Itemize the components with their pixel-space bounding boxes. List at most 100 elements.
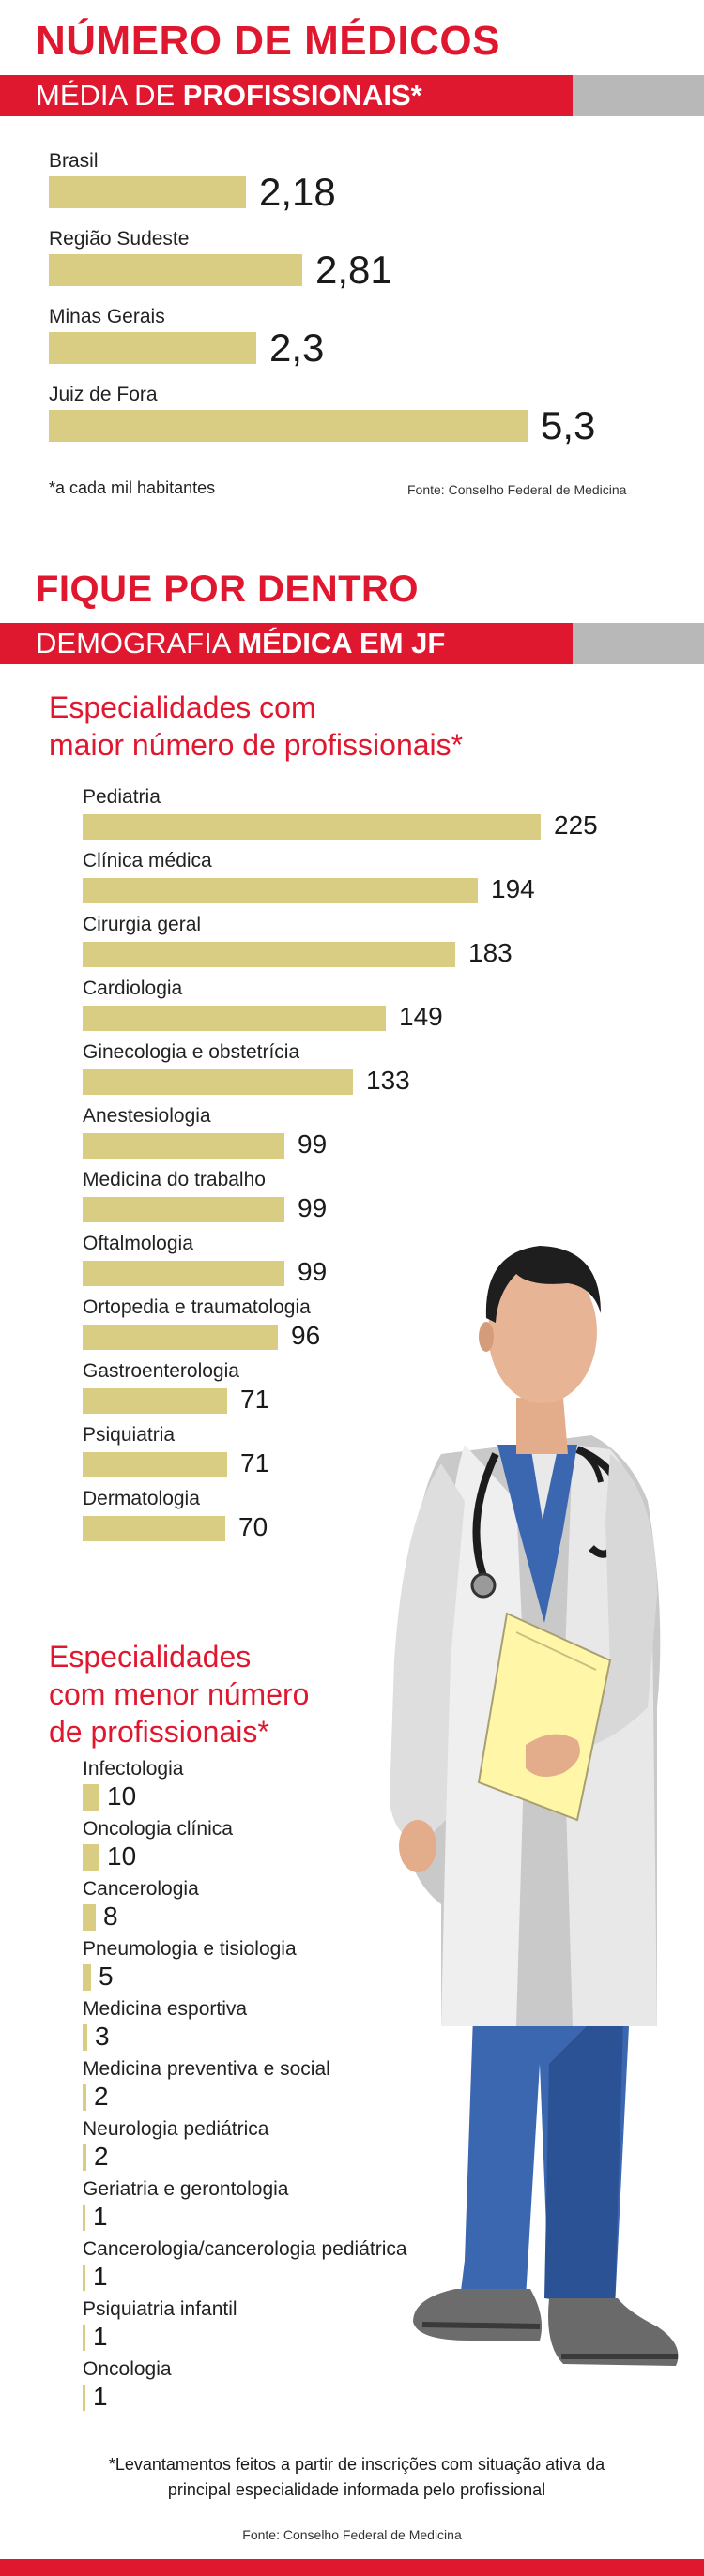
bar-value: 71 (240, 1385, 270, 1414)
bar (83, 2205, 85, 2231)
chart2-heading-line2: maior número de profissionais* (49, 728, 464, 762)
bar (83, 2084, 86, 2111)
bar-value: 1 (93, 2202, 108, 2231)
chart3-heading-line1: Especialidades (49, 1640, 252, 1674)
bar (83, 1069, 353, 1095)
bar (83, 1325, 278, 1350)
bar-value: 2,3 (269, 326, 325, 370)
chart-note: *a cada mil habitantes (49, 478, 216, 497)
bar-value: 2 (94, 2142, 109, 2171)
bar-value: 70 (238, 1512, 268, 1541)
footnote-line2: principal especialidade informada pelo p… (167, 2480, 546, 2499)
bar-value: 10 (107, 1781, 137, 1811)
bar (49, 254, 302, 286)
bar-value: 194 (491, 874, 535, 903)
footer-source: Fonte: Conselho Federal de Medicina (242, 2527, 462, 2542)
subtitle-text: MÉDIA DE PROFISSIONAIS* (36, 79, 422, 112)
chart3-heading-line2: com menor número (49, 1677, 310, 1711)
bar (83, 1197, 284, 1222)
bar (83, 1452, 227, 1477)
bar-label: Pediatria (83, 786, 161, 808)
bar-label: Cirurgia geral (83, 914, 202, 935)
bar-label: Oftalmologia (83, 1233, 193, 1254)
bar-value: 133 (366, 1066, 410, 1095)
bar-value: 1 (93, 2382, 108, 2411)
bar-value: 1 (93, 2262, 108, 2291)
bar (83, 814, 541, 840)
bar (83, 2385, 85, 2411)
bar-value: 99 (298, 1129, 328, 1159)
bar (83, 2024, 87, 2051)
bar (83, 942, 455, 967)
chart2-heading-line1: Especialidades com (49, 690, 316, 724)
subtitle-banner: MÉDIA DE PROFISSIONAIS* (0, 75, 704, 116)
bar-value: 225 (554, 811, 598, 840)
bar-label: Psiquiatria infantil (83, 2298, 237, 2320)
bar-value: 1 (93, 2322, 108, 2351)
bar-value: 2,18 (259, 170, 336, 214)
bar-value: 71 (240, 1448, 270, 1477)
footnote-line1: *Levantamentos feitos a partir de inscri… (108, 2455, 605, 2474)
footnote: *Levantamentos feitos a partir de inscri… (56, 2452, 657, 2503)
bar-label: Oncologia clínica (83, 1818, 233, 1840)
bar (83, 2144, 86, 2171)
bar (83, 1964, 91, 1991)
bar-label: Pneumologia e tisiologia (83, 1938, 297, 1960)
bar-value: 10 (107, 1841, 137, 1871)
chart-source: Fonte: Conselho Federal de Medicina (407, 482, 627, 497)
bar (83, 2325, 85, 2351)
bar (83, 1388, 227, 1414)
bar (83, 1784, 99, 1811)
bar (83, 1844, 99, 1871)
bar-value: 2,81 (315, 248, 392, 292)
bar (83, 1261, 284, 1286)
doctor-illustration (390, 1246, 679, 2366)
bar-value: 99 (298, 1193, 328, 1222)
bar-value: 5 (99, 1962, 114, 1991)
bar-value: 3 (95, 2022, 110, 2051)
bar-label: Ortopedia e traumatologia (83, 1296, 311, 1318)
section-title: FIQUE POR DENTRO (36, 568, 420, 610)
bar-label: Juiz de Fora (49, 384, 158, 405)
bar-label: Gastroenterologia (83, 1360, 239, 1382)
bar-label: Dermatologia (83, 1488, 200, 1509)
bar-value: 2 (94, 2082, 109, 2111)
bar (83, 1133, 284, 1159)
bar-label: Clínica médica (83, 850, 212, 871)
bar (83, 2265, 85, 2291)
bar (49, 176, 246, 208)
bar-label: Medicina do trabalho (83, 1169, 266, 1190)
bar-label: Infectologia (83, 1758, 184, 1780)
bar-label: Psiquiatria (83, 1424, 176, 1446)
bar-value: 8 (103, 1902, 118, 1931)
bar (49, 332, 256, 364)
bar-value: 183 (468, 938, 513, 967)
bar-label: Cancerologia (83, 1878, 199, 1900)
bar-value: 96 (291, 1321, 321, 1350)
bar-label: Minas Gerais (49, 306, 165, 327)
section-banner-text: DEMOGRAFIA MÉDICA EM JF (36, 627, 446, 659)
bar (83, 1904, 96, 1931)
bar-value: 5,3 (541, 403, 596, 447)
page-title: NÚMERO DE MÉDICOS (36, 18, 500, 64)
bar-label: Ginecologia e obstetrícia (83, 1041, 300, 1063)
bar-label: Medicina preventiva e social (83, 2058, 330, 2080)
bar (83, 878, 478, 903)
bar (83, 1516, 225, 1541)
section-banner: DEMOGRAFIA MÉDICA EM JF (0, 623, 704, 664)
bar-label: Cancerologia/cancerologia pediátrica (83, 2238, 407, 2260)
chart2-heading: Especialidades com maior número de profi… (49, 689, 463, 764)
chart3-heading: Especialidades com menor número de profi… (49, 1638, 309, 1750)
bar-value: 99 (298, 1257, 328, 1286)
chart3-heading-line3: de profissionais* (49, 1715, 269, 1749)
bar-label: Geriatria e gerontologia (83, 2178, 289, 2200)
bottom-bar (0, 2559, 704, 2576)
bar (49, 410, 528, 442)
bar-label: Medicina esportiva (83, 1998, 248, 2020)
bar-label: Brasil (49, 150, 99, 172)
bar-value: 149 (399, 1002, 443, 1031)
bar-label: Oncologia (83, 2358, 172, 2380)
bar (83, 1006, 386, 1031)
bar-label: Cardiologia (83, 977, 183, 999)
bar-label: Anestesiologia (83, 1105, 211, 1127)
